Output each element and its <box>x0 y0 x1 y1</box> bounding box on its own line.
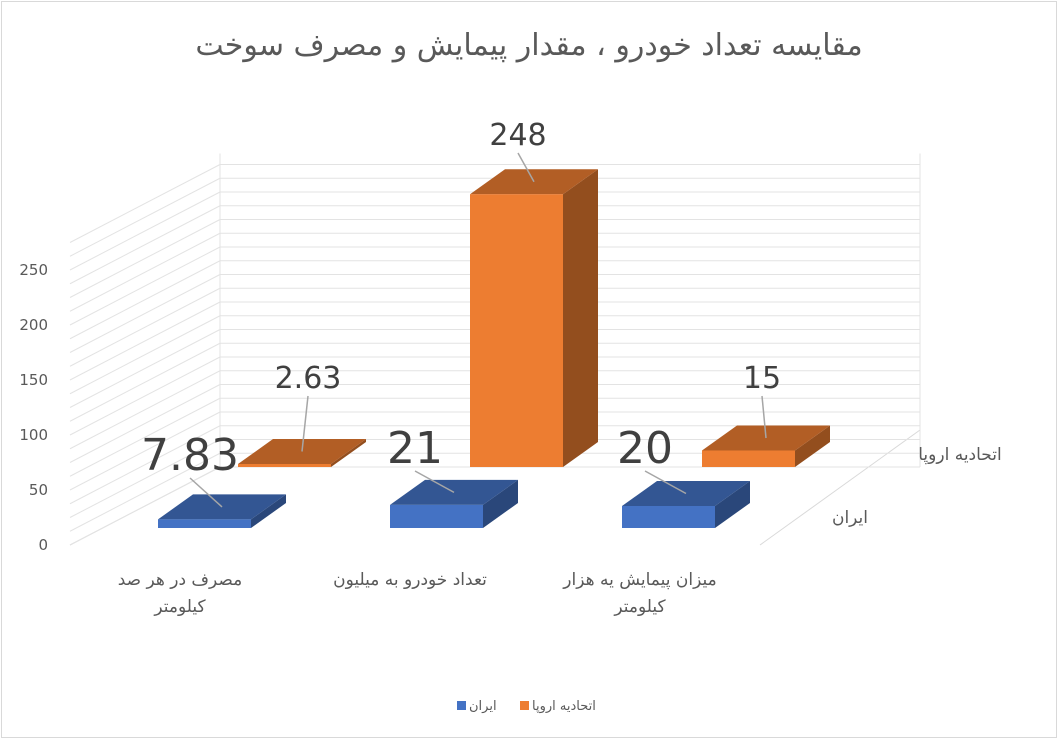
bar: 7.83 <box>141 430 286 528</box>
category-label: مصرف در هر صد <box>118 570 243 590</box>
bar-side <box>795 425 830 467</box>
data-label: 21 <box>387 423 443 474</box>
leader-line <box>189 477 223 508</box>
series-axis-label: اتحادیه اروپا <box>918 445 1001 465</box>
bar-front <box>470 194 563 467</box>
side-gridline <box>69 315 221 395</box>
side-gridline <box>69 411 221 491</box>
y-tick-label: 50 <box>29 481 48 499</box>
side-gridline <box>69 260 221 340</box>
bar-front <box>390 504 483 528</box>
category-label: تعداد خودرو به میلیون <box>333 570 487 590</box>
bar-side <box>563 169 598 467</box>
side-gridline <box>69 356 221 436</box>
y-tick-label: 100 <box>19 426 48 444</box>
side-gridline <box>69 370 221 450</box>
data-label: 7.83 <box>141 430 239 481</box>
legend-item: اتحادیه اروپا <box>520 699 596 714</box>
side-gridline <box>69 329 221 408</box>
bars: 2.63 248 15 7.83 21 20 <box>141 118 830 528</box>
legend: ایران اتحادیه اروپا <box>457 699 596 714</box>
bar: 2.63 <box>238 361 366 467</box>
bar: 21 <box>387 423 518 528</box>
leader-line <box>414 470 455 494</box>
leader-line <box>301 395 309 452</box>
category-label-line2: کیلومتر <box>153 597 206 617</box>
side-gridline <box>69 452 221 532</box>
side-gridline <box>69 397 221 477</box>
data-label: 2.63 <box>275 361 342 396</box>
side-gridline <box>69 466 221 546</box>
data-label: 248 <box>489 118 546 153</box>
chart-title: مقایسه تعداد خودرو ، مقدار پیمایش و مصرف… <box>195 28 862 63</box>
legend-swatch <box>520 701 529 710</box>
series-axis-label: ایران <box>832 508 868 528</box>
leader-line <box>644 470 687 495</box>
bar-side <box>331 439 366 467</box>
data-label: 20 <box>617 423 673 474</box>
side-gridline <box>69 246 221 326</box>
y-tick-label: 200 <box>19 316 48 334</box>
y-axis-ticks: 0 50 100 150 200 250 <box>19 261 48 554</box>
legend-label: ایران <box>469 699 497 714</box>
legend-swatch <box>457 701 466 710</box>
side-gridline <box>69 205 221 285</box>
side-gridline <box>69 191 221 271</box>
side-gridline <box>69 177 221 257</box>
bar-side <box>483 479 518 528</box>
legend-label: اتحادیه اروپا <box>532 699 596 714</box>
floor-right-edge <box>759 429 921 546</box>
side-gridline <box>69 287 221 367</box>
side-gridline <box>69 232 221 312</box>
category-label-line2: کیلومتر <box>613 597 666 617</box>
bar-front <box>238 464 331 467</box>
side-gridline <box>69 301 221 381</box>
y-tick-label: 250 <box>19 261 48 279</box>
bar: 15 <box>702 361 830 467</box>
side-gridline <box>69 342 221 422</box>
side-gridline <box>69 439 221 518</box>
side-gridline <box>69 425 221 505</box>
bar-front <box>622 506 715 528</box>
side-gridline <box>69 384 221 463</box>
bar: 248 <box>470 118 598 467</box>
leader-line <box>517 152 535 183</box>
bar-top <box>158 494 286 520</box>
y-tick-label: 150 <box>19 371 48 389</box>
legend-item: ایران <box>457 699 497 714</box>
category-labels: مصرف در هر صد کیلومتر تعداد خودرو به میلیو… <box>118 570 717 617</box>
bar-side <box>251 494 286 528</box>
category-label: میزان پیمایش یه هزار <box>562 570 716 590</box>
leader-line <box>761 395 767 439</box>
side-gridline <box>69 164 221 243</box>
side-gridline <box>69 274 221 353</box>
bar-side <box>715 481 750 528</box>
data-label: 15 <box>743 361 781 396</box>
bar-front <box>702 450 795 467</box>
bar: 20 <box>617 423 750 528</box>
side-gridline <box>69 219 221 298</box>
series-axis-labels: ایران اتحادیه اروپا <box>832 445 1002 528</box>
y-tick-label: 0 <box>38 536 48 554</box>
bar-front <box>158 519 251 528</box>
